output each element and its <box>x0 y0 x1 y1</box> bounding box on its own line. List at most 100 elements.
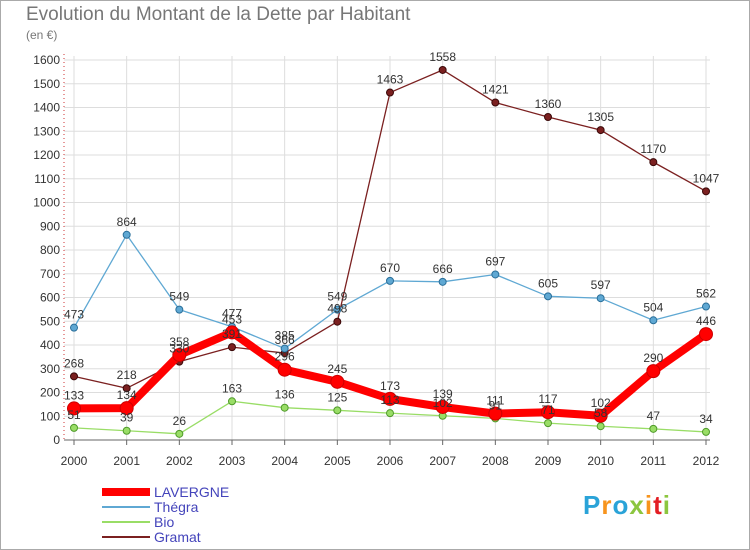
data-label-gramat: 498 <box>327 302 347 316</box>
x-tick-label: 2005 <box>324 454 351 468</box>
data-point-thégra <box>491 270 500 279</box>
data-point-bio <box>386 409 394 418</box>
data-point-lavergne <box>593 408 608 423</box>
y-tick-label: 1200 <box>33 148 60 162</box>
y-tick-label: 100 <box>40 409 60 423</box>
data-point-bio <box>596 422 605 431</box>
data-label-thégra: 473 <box>64 308 84 322</box>
data-point-thégra <box>438 277 447 286</box>
x-tick-label: 2004 <box>271 454 298 468</box>
legend-label: Bio <box>154 514 174 530</box>
data-label-lavergne: 290 <box>643 351 663 365</box>
data-label-bio: 51 <box>67 408 81 422</box>
data-label-gramat: 391 <box>222 327 242 341</box>
data-label-thégra: 697 <box>485 254 505 268</box>
data-label-lavergne: 133 <box>64 388 84 402</box>
data-point-gramat <box>122 384 131 393</box>
data-point-thégra <box>649 316 658 325</box>
data-point-bio <box>70 423 78 432</box>
legend-label: Gramat <box>154 529 201 545</box>
data-label-thégra: 670 <box>380 261 400 275</box>
data-label-bio: 26 <box>173 414 187 428</box>
grid <box>64 56 710 441</box>
y-tick-label: 1600 <box>33 53 60 67</box>
data-label-lavergne: 358 <box>169 335 189 349</box>
data-point-gramat <box>228 343 236 352</box>
series-layer <box>67 65 713 438</box>
data-point-lavergne <box>435 399 450 414</box>
data-label-gramat: 1360 <box>535 97 562 111</box>
logo-letter: i <box>662 490 671 520</box>
data-point-bio <box>228 397 236 406</box>
data-label-bio: 136 <box>275 388 295 402</box>
data-label-bio: 47 <box>647 409 661 423</box>
data-point-lavergne <box>541 405 555 420</box>
data-label-gramat: 268 <box>64 356 84 370</box>
data-point-gramat <box>649 158 658 167</box>
data-label-thégra: 562 <box>696 287 716 301</box>
data-label-bio: 34 <box>699 412 713 426</box>
x-tick-label: 2010 <box>587 454 614 468</box>
data-point-lavergne <box>383 391 397 406</box>
data-point-lavergne <box>67 401 81 416</box>
data-label-bio: 102 <box>433 396 453 410</box>
chart-unit: (en €) <box>26 28 58 42</box>
y-tick-label: 400 <box>40 338 60 352</box>
data-label-bio: 125 <box>327 390 347 404</box>
data-point-lavergne <box>277 362 292 377</box>
x-tick-label: 2002 <box>166 454 193 468</box>
logo-letter: i <box>644 490 654 520</box>
data-point-gramat <box>491 98 500 107</box>
data-label-bio: 113 <box>380 393 399 407</box>
data-point-bio <box>702 427 710 436</box>
x-tick-label: 2000 <box>61 454 88 468</box>
data-label-lavergne: 173 <box>380 379 400 393</box>
data-label-gramat: 218 <box>117 368 137 382</box>
x-tick-label: 2009 <box>535 454 562 468</box>
data-point-bio <box>280 403 289 412</box>
data-label-lavergne: 453 <box>222 312 242 326</box>
y-tick-label: 300 <box>40 362 60 376</box>
data-label-bio: 91 <box>489 398 503 412</box>
data-point-thégra <box>596 294 605 303</box>
data-label-gramat: 330 <box>169 342 189 356</box>
x-tick-label: 2006 <box>377 454 404 468</box>
data-point-gramat <box>702 187 710 196</box>
data-point-lavergne <box>330 374 345 389</box>
logo-letter: x <box>629 490 645 520</box>
logo-letter: t <box>653 490 663 520</box>
data-point-gramat <box>70 372 78 381</box>
data-point-lavergne <box>172 347 187 362</box>
chart-title: Evolution du Montant de la Dette par Hab… <box>26 4 411 25</box>
x-tick-label: 2012 <box>693 454 720 468</box>
data-label-gramat: 1047 <box>693 171 720 185</box>
data-point-lavergne <box>488 406 503 421</box>
x-tick-label: 2001 <box>113 454 140 468</box>
data-label-thégra: 549 <box>169 290 189 304</box>
data-label-gramat: 1170 <box>640 142 666 156</box>
data-label-thégra: 477 <box>222 307 242 321</box>
data-label-bio: 39 <box>120 411 134 425</box>
data-point-lavergne <box>646 364 661 379</box>
data-point-bio <box>333 406 342 415</box>
data-point-thégra <box>386 276 394 285</box>
legend-label: Thégra <box>154 499 199 515</box>
data-label-bio: 71 <box>541 403 555 417</box>
data-label-thégra: 504 <box>643 300 663 314</box>
y-tick-label: 900 <box>40 219 60 233</box>
data-label-gramat: 366 <box>275 333 295 347</box>
data-point-bio <box>649 424 658 433</box>
data-labels: 133 134 358 453 296 245 173 139 111 117 102 290 446 4… <box>64 50 720 428</box>
logo-letter: r <box>601 490 613 520</box>
data-point-thégra <box>122 230 131 239</box>
data-label-lavergne: 102 <box>591 396 611 410</box>
y-tick-label: 600 <box>40 291 60 305</box>
data-point-bio <box>544 419 552 428</box>
data-label-lavergne: 134 <box>117 388 137 402</box>
y-tick-label: 1300 <box>33 124 60 138</box>
y-tick-label: 0 <box>53 433 60 447</box>
data-point-bio <box>175 429 184 438</box>
data-label-lavergne: 296 <box>275 350 295 364</box>
data-label-lavergne: 117 <box>538 392 557 406</box>
